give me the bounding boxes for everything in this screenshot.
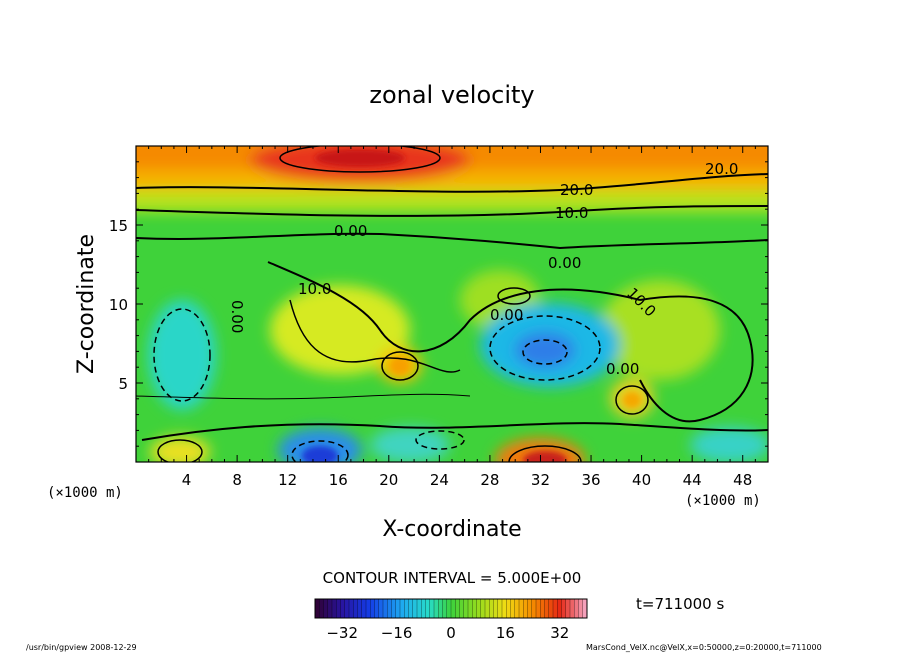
contour-label: 20.0 <box>705 160 738 178</box>
x-tick-label: 4 <box>182 471 192 489</box>
contour-line <box>267 261 641 353</box>
y-axis-label: Z-coordinate <box>74 234 99 374</box>
contour-line <box>289 299 461 373</box>
x-tick-label: 48 <box>733 471 752 489</box>
contour-line <box>136 232 768 250</box>
contour-line <box>615 385 649 415</box>
contour-line <box>136 173 768 193</box>
x-tick-label: 16 <box>329 471 348 489</box>
contour-line <box>497 287 531 305</box>
contour-label: 0.00 <box>490 306 523 324</box>
x-tick-label: 24 <box>430 471 449 489</box>
contour-label: 20.0 <box>560 181 593 199</box>
contour-line <box>279 146 441 173</box>
x-tick-label: 44 <box>683 471 702 489</box>
colorbar-tick-label: −32 <box>326 624 358 642</box>
footer-left: /usr/bin/gpview 2008-12-29 <box>26 643 137 652</box>
contour-line <box>136 205 768 217</box>
x-axis-label: X-coordinate <box>382 517 521 542</box>
x-unit-left: (×1000 m) <box>47 485 123 501</box>
colorbar-tick-label: 32 <box>550 624 569 642</box>
contour-label: 0.00 <box>228 300 246 333</box>
colorbar-tick-label: 16 <box>496 624 515 642</box>
contour-line <box>141 422 768 441</box>
y-tick-label: 15 <box>109 217 128 235</box>
x-tick-label: 32 <box>531 471 550 489</box>
y-tick-label: 5 <box>118 375 128 393</box>
contour-line <box>508 445 582 462</box>
contour-label: 0.00 <box>334 222 367 240</box>
chart-title: zonal velocity <box>369 81 534 109</box>
contour-label: 10.0 <box>555 204 588 222</box>
contour-label: 10.0 <box>298 280 331 298</box>
colorbar: −32 −16 0 16 32 <box>314 598 588 642</box>
contour-label: 0.00 <box>606 360 639 378</box>
y-axis: 5 10 15 <box>109 161 768 447</box>
colorbar-tick-label: 0 <box>446 624 456 642</box>
contour-line <box>522 339 568 365</box>
contour-line <box>639 295 754 423</box>
contour-label: 0.00 <box>548 254 581 272</box>
x-tick-label: 40 <box>632 471 651 489</box>
contour-line <box>136 393 471 400</box>
contour-line <box>381 351 419 381</box>
x-unit-right: (×1000 m) <box>685 493 761 509</box>
x-tick-label: 12 <box>278 471 297 489</box>
x-axis: 4 8 12 16 20 24 28 32 36 40 44 48 <box>148 146 756 489</box>
colorbar-tick-label: −16 <box>381 624 413 642</box>
contour-line <box>291 440 349 462</box>
x-tick-label: 20 <box>379 471 398 489</box>
x-tick-label: 28 <box>480 471 499 489</box>
plot-area: 20.0 20.0 10.0 0.00 0.00 10.0 10.0 0.00 … <box>136 146 768 462</box>
contour-interval: CONTOUR INTERVAL = 5.000E+00 <box>323 569 582 587</box>
footer-right: MarsCond_VelX.nc@VelX,x=0:50000,z=0:2000… <box>586 643 822 652</box>
contour-line <box>489 315 601 381</box>
y-tick-label: 10 <box>109 296 128 314</box>
contour-line <box>415 430 465 450</box>
x-tick-label: 8 <box>232 471 242 489</box>
contour-line <box>153 308 211 402</box>
contour-line <box>157 439 203 462</box>
x-tick-label: 36 <box>581 471 600 489</box>
time-label: t=711000 s <box>636 595 724 613</box>
